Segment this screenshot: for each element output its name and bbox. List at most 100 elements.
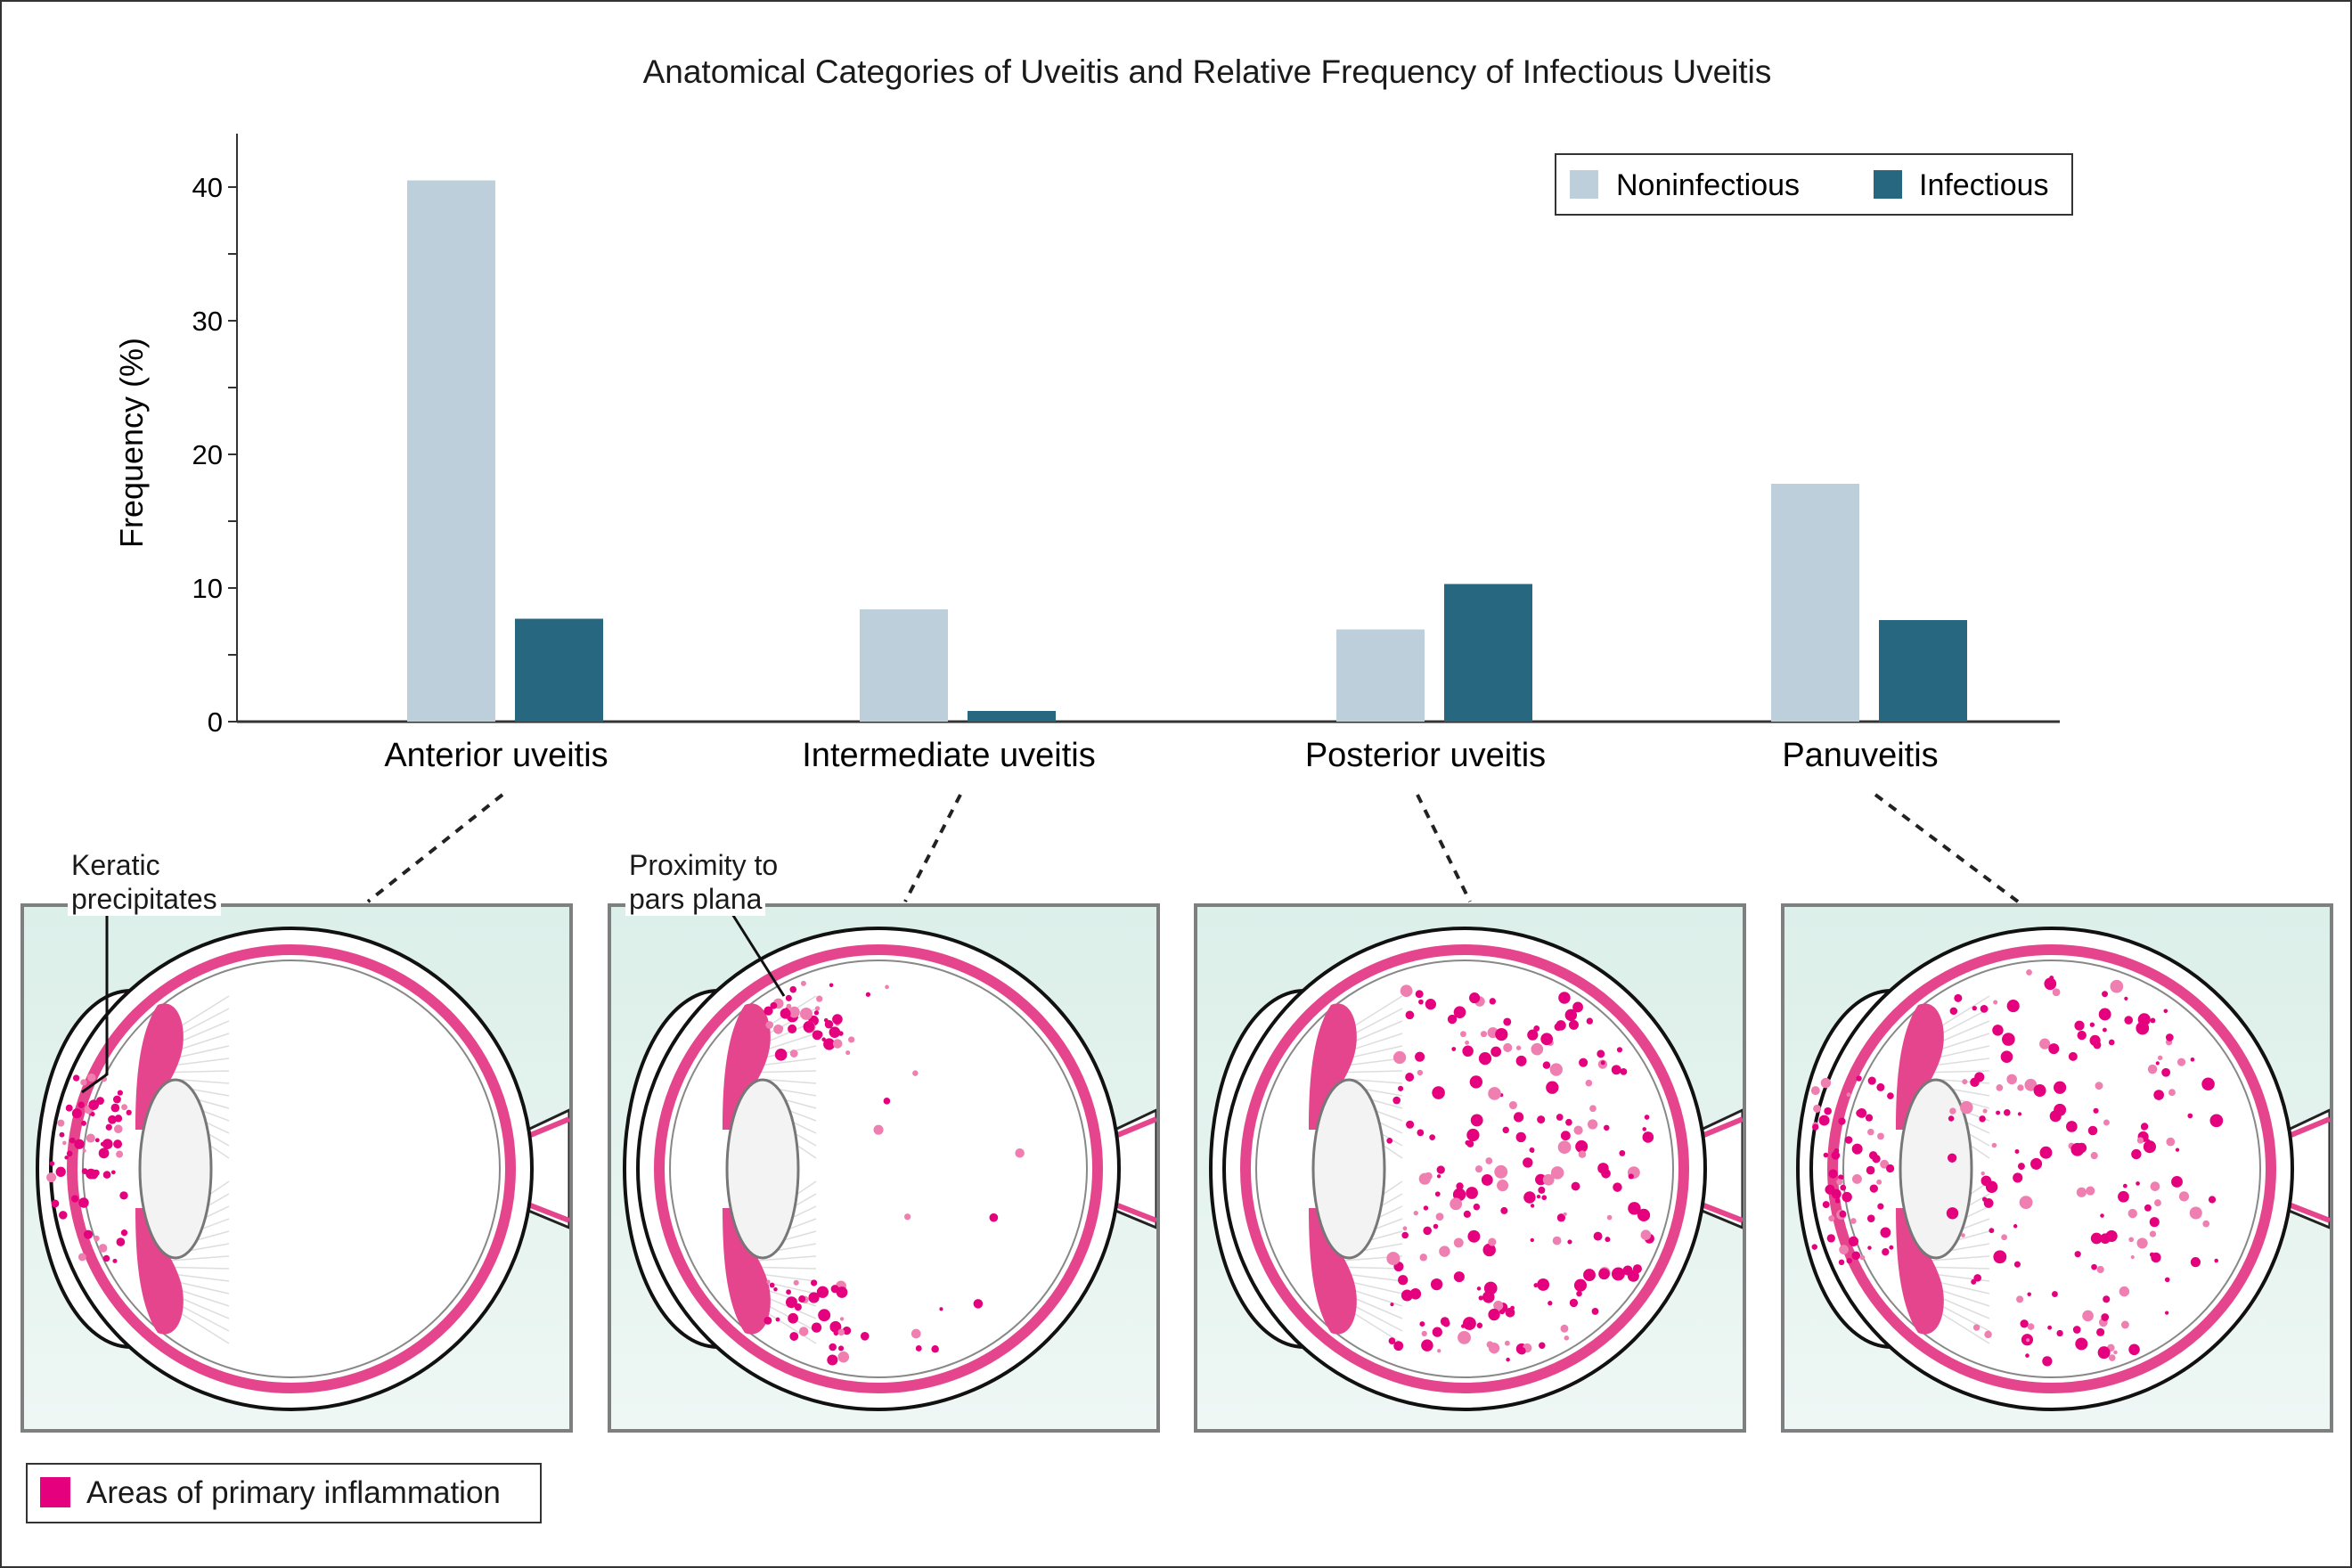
inflammation-dot bbox=[829, 1320, 842, 1333]
inflammation-dot bbox=[1949, 1107, 1956, 1115]
inflammation-dot bbox=[1429, 1134, 1436, 1140]
bar-noninfectious-1 bbox=[860, 609, 948, 722]
inflammation-dot bbox=[2101, 1313, 2110, 1321]
bar-infectious-3 bbox=[1879, 620, 1967, 722]
inflammation-dot bbox=[2019, 1196, 2033, 1210]
inflammation-dot bbox=[2044, 977, 2057, 991]
inflammation-dot bbox=[1503, 1042, 1513, 1053]
inflammation-dot bbox=[83, 1229, 94, 1239]
inflammation-dot bbox=[2013, 1261, 2021, 1268]
inflammation-dot bbox=[829, 1026, 841, 1038]
category-label: Panuveitis bbox=[1782, 737, 1938, 774]
inflammation-dot bbox=[2020, 1319, 2029, 1328]
inflammation-dot bbox=[2108, 1354, 2116, 1361]
inflammation-dot bbox=[1954, 993, 1963, 1002]
inflammation-dot bbox=[2161, 1067, 2171, 1077]
inflammation-dot bbox=[2001, 1234, 2008, 1241]
inflammation-dot bbox=[120, 1229, 128, 1237]
inflammation-dot bbox=[1996, 1110, 2001, 1115]
annotation-keratic-precipitates: Keratic precipitates bbox=[68, 848, 221, 916]
inflammation-dot bbox=[1616, 1047, 1623, 1053]
inflammation-dot bbox=[1839, 1245, 1849, 1255]
inflammation-dot bbox=[1889, 1245, 1894, 1250]
bar-noninfectious-3 bbox=[1771, 484, 1859, 722]
inflammation-dot bbox=[1974, 1072, 1985, 1082]
inflammation-dot bbox=[1886, 1164, 1895, 1173]
inflammation-dot bbox=[98, 1244, 108, 1253]
inflammation-dot bbox=[1015, 1147, 1025, 1158]
eye-panel-panuveitis bbox=[1781, 903, 2333, 1433]
inflammation-dot bbox=[78, 1253, 86, 1262]
eye-diagram bbox=[1209, 927, 1744, 1411]
inflammation-dot bbox=[1469, 992, 1481, 1004]
inflammation-dot bbox=[1947, 1153, 1957, 1163]
inflammation-dot bbox=[2127, 1208, 2137, 1219]
annotation-pars-plana: Proximity to pars plana bbox=[625, 848, 782, 916]
inflammation-dot bbox=[1393, 1341, 1404, 1352]
inflammation-dot bbox=[2102, 1027, 2107, 1033]
inflammation-dot bbox=[2214, 1258, 2218, 1263]
inflammation-dot bbox=[813, 1010, 820, 1016]
inflammation-dot bbox=[814, 1030, 823, 1039]
inflammation-dot bbox=[102, 1254, 110, 1262]
inflammation-dot bbox=[1415, 990, 1424, 999]
inflammation-dot bbox=[2208, 1196, 2217, 1204]
inflammation-dot bbox=[2136, 1237, 2148, 1249]
inflammation-dot bbox=[1583, 1269, 1596, 1282]
inflammation-dot bbox=[2096, 1327, 2105, 1336]
inflammation-dot bbox=[1530, 1204, 1535, 1208]
inflammation-dot bbox=[1515, 1045, 1522, 1050]
inflammation-dot bbox=[1539, 1342, 1546, 1350]
inflammation-dot bbox=[1810, 1086, 1820, 1096]
inflammation-dot bbox=[1439, 1245, 1450, 1257]
ciliary-body bbox=[1896, 1208, 1944, 1335]
inflammation-dot bbox=[837, 1345, 845, 1352]
inflammation-dot bbox=[1851, 1251, 1861, 1261]
inflammation-dot bbox=[1979, 1115, 1986, 1123]
inflammation-dot bbox=[1542, 1173, 1555, 1186]
inflammation-dot bbox=[837, 1328, 845, 1336]
inflammation-dot bbox=[1642, 1127, 1647, 1131]
inflammation-dot bbox=[81, 1120, 86, 1126]
inflammation-dot bbox=[1467, 1229, 1481, 1243]
inflammation-dot bbox=[814, 1006, 821, 1011]
inflammation-dot bbox=[1846, 1092, 1851, 1098]
inflammation-dot bbox=[51, 1199, 60, 1208]
inflammation-dot bbox=[1605, 1237, 1611, 1243]
inflammation-dot bbox=[2093, 1107, 2099, 1114]
inflammation-dot bbox=[66, 1150, 73, 1157]
inflammation-dot bbox=[911, 1328, 921, 1339]
ciliary-body bbox=[1309, 1208, 1357, 1335]
inflammation-dot bbox=[1488, 1087, 1501, 1100]
inflammation-dot bbox=[2086, 1186, 2095, 1196]
inflammation-dot bbox=[823, 1038, 836, 1050]
bar-infectious-1 bbox=[968, 711, 1056, 722]
inflammation-dot bbox=[1980, 1171, 1985, 1176]
connector-panuveitis bbox=[1874, 793, 2020, 903]
inflammation-dot bbox=[821, 1037, 826, 1041]
inflammation-dot bbox=[2026, 1338, 2030, 1343]
inflammation-dot bbox=[2090, 1232, 2103, 1245]
inflammation-dot bbox=[1537, 1115, 1546, 1124]
inflammation-dot bbox=[2147, 1064, 2158, 1074]
inflammation-dot bbox=[1989, 1228, 1995, 1234]
inflammation-dot bbox=[2051, 1291, 2058, 1298]
inflammation-dot bbox=[1565, 1118, 1572, 1126]
inflammation-dot bbox=[1865, 1114, 1874, 1122]
inflammation-dot bbox=[2030, 1157, 2043, 1170]
inflammation-dot bbox=[1880, 1159, 1890, 1169]
inflammation-dot bbox=[2128, 1343, 2140, 1356]
inflammation-dot bbox=[2108, 1039, 2115, 1046]
inflammation-dot bbox=[1453, 1237, 1464, 1248]
inflammation-dot bbox=[1453, 1006, 1466, 1018]
inflammation-dot bbox=[2175, 1147, 2180, 1152]
inflammation-dot bbox=[2027, 1292, 2031, 1296]
ciliary-body bbox=[723, 1003, 771, 1130]
inflammation-dot bbox=[2128, 1237, 2135, 1243]
inflammation-dot bbox=[1550, 1166, 1564, 1180]
inflammation-dot bbox=[1527, 1029, 1539, 1041]
inflammation-dot bbox=[71, 1108, 82, 1119]
inflammation-dot bbox=[2093, 1041, 2102, 1049]
inflammation-dot bbox=[86, 1168, 96, 1180]
inflammation-dot bbox=[110, 1103, 120, 1113]
